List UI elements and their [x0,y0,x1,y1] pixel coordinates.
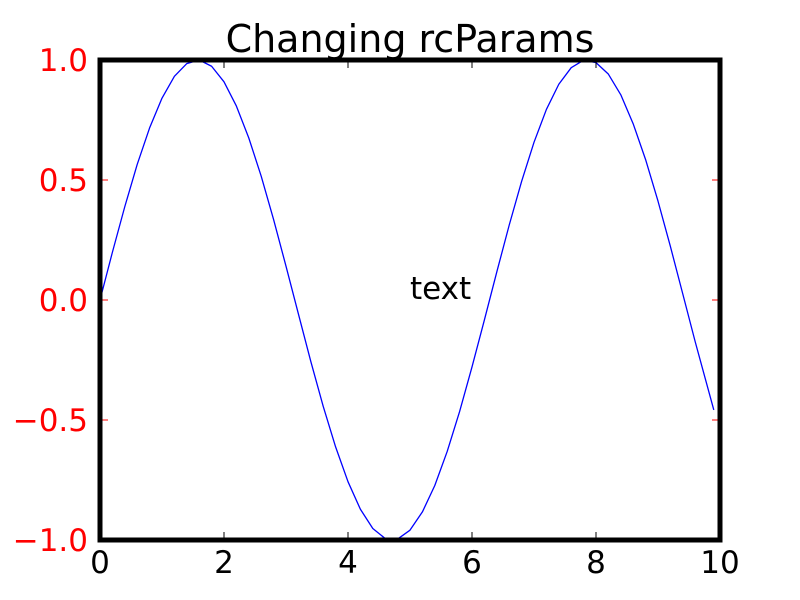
y-tick-label: 0.5 [39,163,88,199]
y-tick-label: −1.0 [13,523,88,559]
x-tick-label: 2 [214,545,234,581]
x-tick-label: 6 [462,545,482,581]
axes-frame [97,57,723,543]
y-tick-label: −0.5 [13,403,88,439]
plot-area: text [99,59,715,540]
annotation-text: text [410,271,471,307]
x-tick-label: 10 [700,545,739,581]
chart-title: Changing rcParams [226,17,595,61]
y-tick-label: 1.0 [39,43,88,79]
series-line-0 [99,59,715,540]
x-tick-label: 8 [586,545,606,581]
tick-labels-group: 0 2 4 6 8 10 −1.0 −0.5 0.0 0.5 1.0 [13,43,740,581]
x-tick-label: 4 [338,545,358,581]
x-tick-label: 0 [90,545,110,581]
y-tick-label: 0.0 [39,283,88,319]
